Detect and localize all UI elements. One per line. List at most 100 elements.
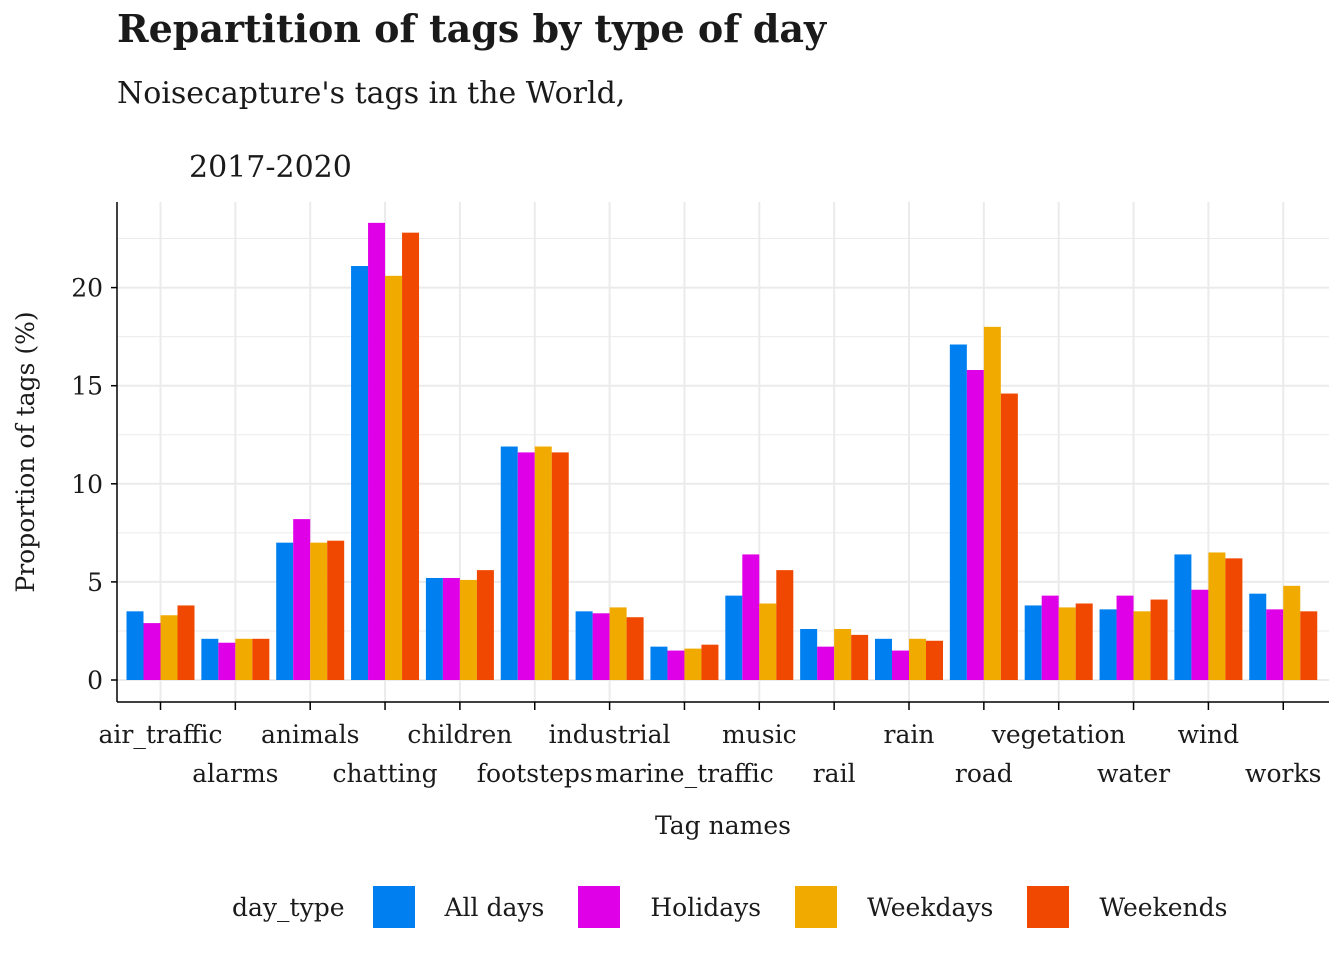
legend-swatch: [372, 886, 415, 928]
y-tick-label: 20: [71, 274, 103, 303]
bar-children-weekdays: [459, 579, 477, 680]
bar-rain-holidays: [892, 650, 909, 680]
x-tick-label: footsteps: [477, 759, 593, 788]
y-axis-label: Proportion of tags (%): [11, 311, 40, 592]
bar-animals-weekdays: [310, 542, 328, 680]
bar-air_traffic-weekends: [177, 605, 195, 680]
bar-footsteps-weekdays: [534, 446, 552, 680]
bar-alarms-weekends: [252, 638, 270, 680]
bar-wind-weekdays: [1208, 552, 1226, 680]
bar-footsteps-all-days: [500, 446, 518, 680]
bar-water-weekdays: [1133, 611, 1151, 680]
x-tick-label: wind: [1178, 720, 1240, 749]
x-tick-label: vegetation: [991, 720, 1126, 749]
legend-label: Weekends: [1099, 892, 1228, 922]
chart-subtitle-line2: 2017-2020: [189, 150, 352, 185]
legend-item-all-days: All days: [372, 886, 545, 928]
bar-vegetation-all-days: [1024, 605, 1042, 680]
bar-water-all-days: [1099, 609, 1117, 680]
x-tick-label: marine_traffic: [595, 759, 774, 788]
bar-rain-all-days: [875, 638, 892, 680]
y-tick-label: 0: [87, 666, 103, 695]
x-axis-label: Tag names: [655, 811, 791, 840]
legend-title: day_type: [232, 892, 345, 922]
bar-water-holidays: [1116, 595, 1134, 680]
bar-chatting-all-days: [351, 266, 369, 680]
bar-children-all-days: [425, 577, 443, 680]
x-tick-label: rain: [884, 720, 935, 749]
x-tick-label: water: [1097, 759, 1170, 788]
legend-label: Weekdays: [867, 892, 994, 922]
bar-industrial-holidays: [592, 613, 610, 680]
x-tick-label: chatting: [332, 759, 437, 788]
bar-animals-weekends: [327, 540, 345, 680]
legend-swatch: [795, 886, 838, 928]
bar-music-weekdays: [759, 603, 777, 680]
bar-chatting-holidays: [368, 222, 386, 680]
axes: [116, 202, 1329, 703]
bar-rain-weekends: [926, 640, 943, 680]
y-tick-label: 10: [71, 470, 103, 499]
x-tick-label: works: [1245, 759, 1321, 788]
legend-swatch: [578, 886, 621, 928]
bar-road-all-days: [949, 344, 967, 680]
legend: day_type All days Holidays Weekdays Week…: [232, 886, 1261, 928]
bar-road-weekdays: [983, 326, 1001, 680]
y-tick-label: 5: [87, 568, 103, 597]
bar-music-holidays: [742, 554, 760, 680]
bar-vegetation-holidays: [1041, 595, 1059, 680]
bar-industrial-all-days: [575, 611, 593, 680]
bar-water-weekends: [1150, 599, 1168, 680]
bar-children-holidays: [442, 577, 460, 680]
x-tick-label: air_traffic: [98, 720, 222, 749]
bar-rain-weekdays: [909, 638, 926, 680]
bar-animals-all-days: [276, 542, 294, 680]
y-tick-label: 15: [71, 372, 103, 401]
x-tick-label: animals: [261, 720, 359, 749]
bar-music-weekends: [776, 570, 794, 680]
bar-animals-holidays: [293, 519, 311, 680]
bar-rail-weekends: [851, 634, 869, 680]
bar-marine_traffic-weekdays: [684, 648, 702, 680]
bar-works-holidays: [1266, 609, 1284, 680]
legend-swatch: [1027, 886, 1070, 928]
bar-alarms-weekdays: [235, 638, 253, 680]
bar-air_traffic-holidays: [143, 623, 161, 680]
bar-chatting-weekdays: [385, 275, 403, 680]
chart-title: Repartition of tags by type of day: [117, 6, 827, 51]
x-tick-label: road: [955, 759, 1013, 788]
x-tick-label: industrial: [549, 720, 671, 749]
x-tick-label: rail: [813, 759, 856, 788]
bar-works-weekdays: [1283, 585, 1301, 680]
x-tick-label: alarms: [192, 759, 278, 788]
legend-label: All days: [444, 892, 545, 922]
bar-music-all-days: [725, 595, 743, 680]
bar-rail-all-days: [800, 628, 818, 680]
bar-road-holidays: [966, 370, 984, 680]
bar-footsteps-holidays: [517, 452, 535, 680]
bar-industrial-weekdays: [609, 607, 627, 680]
chart-subtitle-line1: Noisecapture's tags in the World,: [117, 76, 626, 111]
bar-works-weekends: [1300, 611, 1318, 680]
bars: [126, 222, 1318, 680]
legend-item-weekdays: Weekdays: [795, 886, 993, 928]
bar-footsteps-weekends: [551, 452, 569, 680]
bar-air_traffic-weekdays: [160, 615, 178, 680]
bar-rail-holidays: [817, 646, 835, 680]
bar-vegetation-weekends: [1075, 603, 1093, 680]
bar-industrial-weekends: [626, 617, 644, 680]
legend-item-weekends: Weekends: [1027, 886, 1227, 928]
bar-air_traffic-all-days: [126, 611, 144, 680]
bar-children-weekends: [476, 570, 494, 680]
bar-wind-weekends: [1225, 558, 1243, 680]
bar-wind-holidays: [1191, 589, 1209, 680]
bar-vegetation-weekdays: [1058, 607, 1076, 680]
bar-road-weekends: [1000, 393, 1018, 680]
bar-marine_traffic-holidays: [667, 650, 685, 680]
bar-chatting-weekends: [402, 232, 420, 680]
legend-item-holidays: Holidays: [578, 886, 761, 928]
bar-works-all-days: [1249, 593, 1267, 680]
x-tick-label: music: [722, 720, 797, 749]
